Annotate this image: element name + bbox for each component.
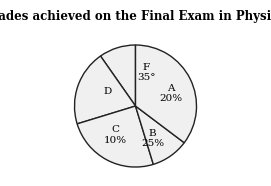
Wedge shape <box>77 106 153 167</box>
Wedge shape <box>136 106 184 164</box>
Text: Grades achieved on the Final Exam in Physics.: Grades achieved on the Final Exam in Phy… <box>0 10 271 23</box>
Wedge shape <box>136 45 196 143</box>
Wedge shape <box>101 45 136 106</box>
Text: A
20%: A 20% <box>160 84 183 103</box>
Text: D: D <box>103 87 111 96</box>
Text: B
25%: B 25% <box>141 129 164 148</box>
Wedge shape <box>75 56 136 124</box>
Text: C
10%: C 10% <box>104 125 127 145</box>
Text: F
35°: F 35° <box>137 62 155 82</box>
